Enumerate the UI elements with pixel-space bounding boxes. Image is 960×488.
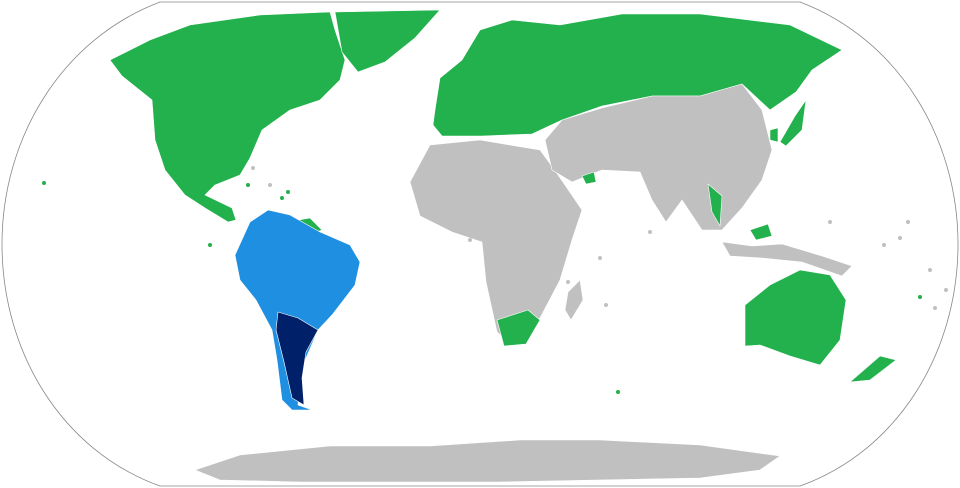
island-marker bbox=[648, 230, 652, 234]
island-marker bbox=[208, 243, 212, 247]
island-marker bbox=[251, 166, 255, 170]
region-southeast-asia-islands bbox=[721, 241, 853, 277]
region-madagascar bbox=[564, 279, 584, 321]
island-marker bbox=[918, 295, 922, 299]
island-marker bbox=[246, 183, 250, 187]
island-marker bbox=[933, 306, 937, 310]
island-marker bbox=[604, 303, 608, 307]
region-greenland bbox=[334, 9, 441, 73]
region-europe-russia bbox=[432, 13, 843, 137]
island-marker bbox=[268, 183, 272, 187]
island-marker bbox=[828, 220, 832, 224]
island-marker bbox=[928, 268, 932, 272]
island-marker bbox=[286, 190, 290, 194]
island-marker bbox=[882, 243, 886, 247]
region-japan bbox=[779, 99, 807, 147]
island-marker bbox=[468, 238, 472, 242]
island-marker bbox=[898, 236, 902, 240]
region-uae bbox=[581, 171, 597, 185]
island-marker bbox=[280, 196, 284, 200]
region-korea bbox=[769, 127, 779, 143]
region-africa bbox=[409, 139, 583, 346]
region-thailand bbox=[707, 183, 723, 227]
island-marker bbox=[566, 280, 570, 284]
island-marker bbox=[906, 220, 910, 224]
region-australia bbox=[744, 269, 847, 366]
region-antarctica bbox=[194, 439, 781, 483]
region-new-zealand bbox=[849, 355, 897, 383]
region-argentina bbox=[275, 311, 319, 406]
island-marker bbox=[944, 288, 948, 292]
island-marker bbox=[598, 256, 602, 260]
region-north-america bbox=[109, 11, 346, 223]
region-south-africa bbox=[496, 309, 541, 347]
island-marker bbox=[616, 390, 620, 394]
region-malaysia bbox=[749, 223, 773, 241]
region-south-america bbox=[234, 209, 361, 411]
island-marker bbox=[42, 181, 46, 185]
